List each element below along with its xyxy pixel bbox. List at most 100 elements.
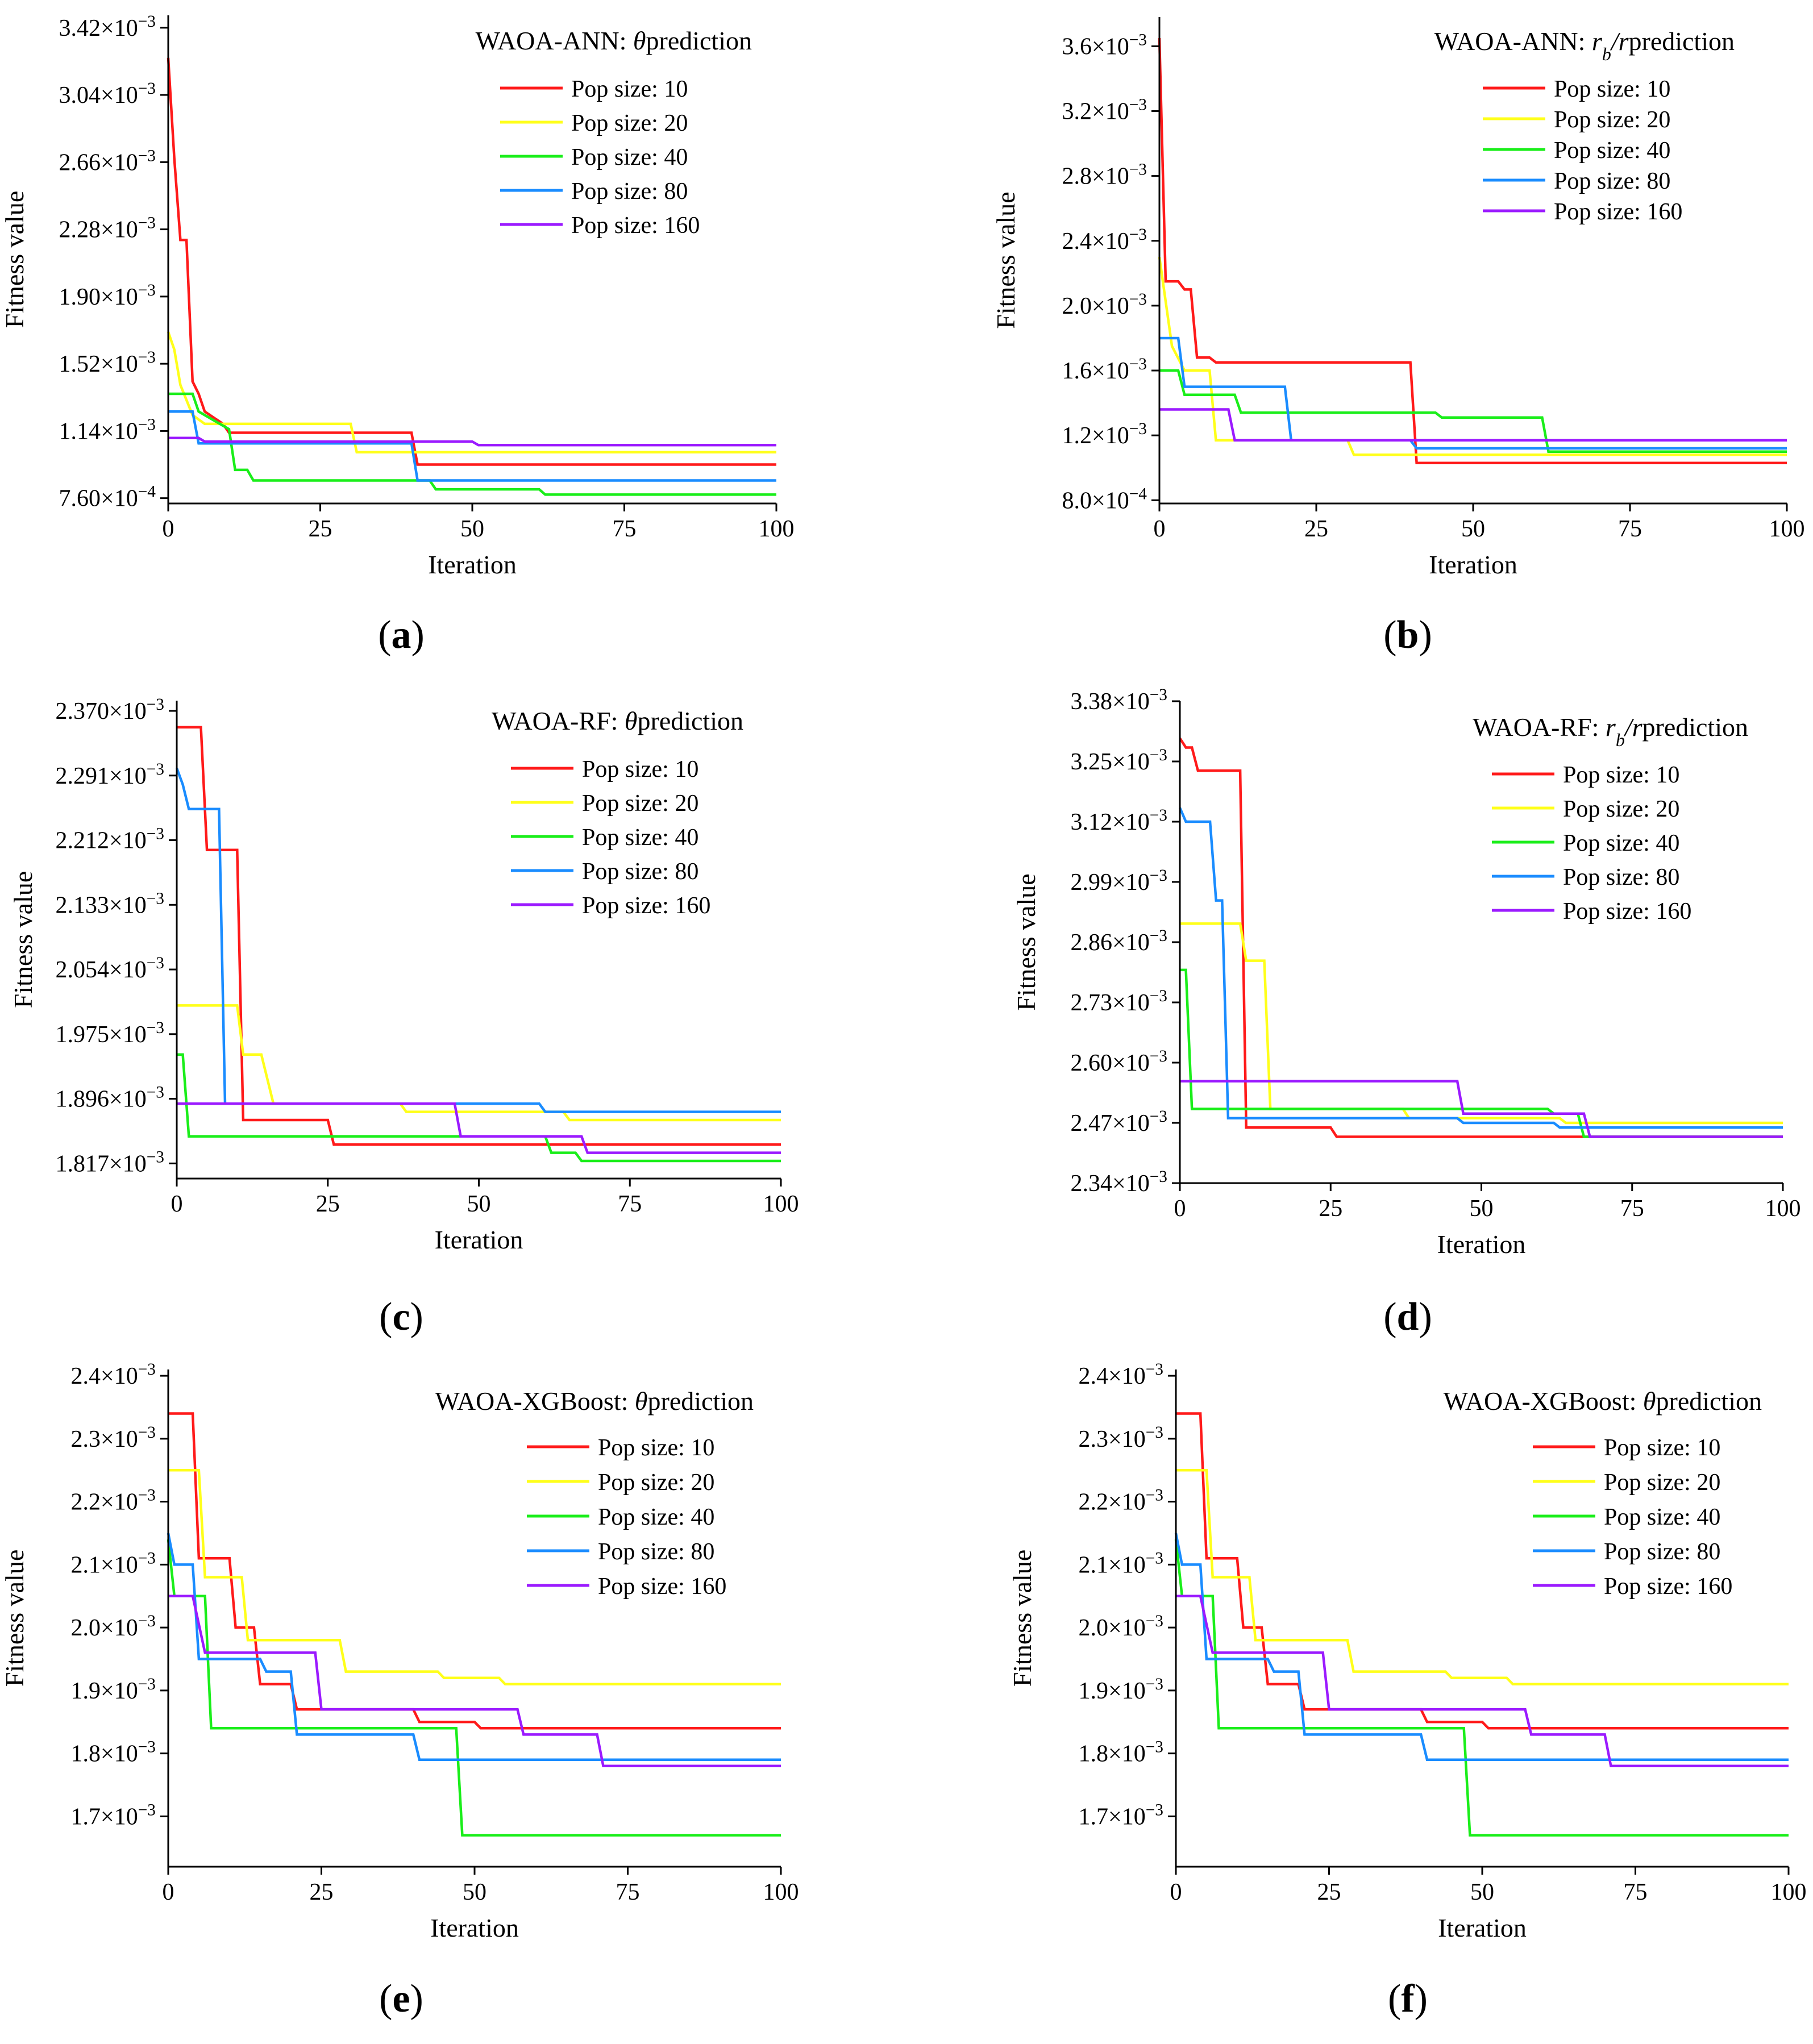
y-tick-label: 2.291×10−3 (56, 760, 164, 789)
legend-entry: Pop size: 40 (1554, 138, 1670, 164)
chart-panel-d: 0 25 50 75 100 2.34×10−3 2.47×10−3 2.60×10−3 2.7… (1012, 686, 1801, 1339)
x-tick-label: 75 (1618, 516, 1642, 542)
x-tick-label: 50 (1470, 1879, 1494, 1905)
series-line-40-panel-c (177, 1053, 781, 1163)
series-line-10-panel-c (177, 726, 781, 1146)
x-tick-label: 25 (1304, 516, 1328, 542)
x-tick-label: 25 (309, 516, 332, 542)
panel-caption: (e) (379, 1977, 423, 2021)
legend-entry: Pop size: 80 (582, 859, 698, 885)
legend-entry: Pop size: 160 (582, 893, 710, 919)
y-tick-label: 2.4×10−3 (71, 1360, 156, 1389)
series-line-40-panel-a (168, 392, 776, 496)
y-tick-label: 1.6×10−3 (1062, 355, 1147, 384)
legend-entry: Pop size: 40 (1604, 1504, 1720, 1530)
x-tick-label: 75 (1624, 1879, 1648, 1905)
series-line-160-panel-f (1176, 1595, 1789, 1768)
panel-caption: (b) (1383, 613, 1432, 657)
legend-entry: Pop size: 20 (1563, 796, 1679, 822)
y-axis-label: Fitness value (0, 191, 29, 328)
x-tick-label: 50 (460, 516, 484, 542)
x-tick-label: 100 (1771, 1879, 1807, 1905)
y-tick-label: 2.2×10−3 (1079, 1487, 1163, 1516)
y-tick-label: 2.054×10−3 (56, 954, 164, 983)
legend-entry: Pop size: 10 (598, 1435, 714, 1461)
y-tick-label: 1.7×10−3 (71, 1801, 156, 1830)
y-axis-label: Fitness value (991, 192, 1020, 328)
x-tick-label: 100 (1769, 516, 1805, 542)
x-tick-label: 100 (763, 1879, 799, 1905)
y-tick-label: 1.9×10−3 (1079, 1675, 1163, 1704)
series-line-160-panel-d (1180, 1080, 1783, 1138)
y-tick-label: 2.73×10−3 (1071, 987, 1167, 1016)
chart-panel-f: 0 25 50 75 100 1.7×10−3 1.8×10−3 1.9×10−3 2.0×10… (1008, 1360, 1807, 2021)
y-tick-label: 1.9×10−3 (71, 1675, 156, 1704)
legend-entry: Pop size: 20 (1604, 1469, 1720, 1496)
x-tick-label: 25 (316, 1191, 340, 1217)
series-line-40-panel-b (1159, 369, 1787, 453)
series-line-10-panel-d (1179, 737, 1783, 1138)
x-tick-label: 75 (1620, 1196, 1644, 1222)
y-tick-label: 2.8×10−3 (1062, 161, 1147, 190)
y-tick-label: 2.86×10−3 (1071, 927, 1167, 956)
legend-entry: Pop size: 20 (598, 1469, 714, 1496)
series-line-80-panel-b (1159, 336, 1787, 450)
legend-entry: Pop size: 10 (1554, 76, 1670, 102)
y-tick-label: 2.66×10−3 (59, 147, 156, 176)
series-line-80-panel-d (1178, 807, 1783, 1129)
legend-entry: Pop size: 80 (598, 1539, 714, 1565)
y-tick-label: 2.60×10−3 (1071, 1047, 1167, 1076)
y-axis-label: Fitness value (1008, 1550, 1037, 1687)
x-axis-label: Iteration (430, 1913, 519, 1942)
series-line-20-panel-b (1158, 256, 1787, 456)
series-line-160-panel-c (177, 1102, 781, 1154)
y-tick-label: 1.52×10−3 (59, 348, 156, 377)
panel-caption: (f) (1388, 1977, 1428, 2021)
y-tick-label: 1.896×10−3 (56, 1084, 164, 1113)
chart-title: WAOA-XGBoost: θprediction (1444, 1387, 1762, 1416)
x-axis-label: Iteration (1429, 550, 1517, 579)
panel-caption: (d) (1383, 1295, 1432, 1339)
y-tick-label: 1.8×10−3 (1079, 1738, 1163, 1767)
chart-title: WAOA-XGBoost: θprediction (435, 1387, 754, 1416)
y-tick-label: 1.975×10−3 (56, 1019, 164, 1048)
x-axis-label: Iteration (1437, 1230, 1526, 1259)
chart-title: WAOA-ANN: rb/rprediction (1434, 27, 1735, 64)
y-tick-label: 1.2×10−3 (1062, 420, 1147, 449)
chart-title: WAOA-RF: θprediction (492, 706, 743, 735)
x-tick-label: 100 (1765, 1196, 1801, 1222)
series-line-80-panel-c (175, 768, 781, 1113)
chart-panel-b: 0 25 50 75 100 8.0×10−4 1.2×10−3 1.6×10−3 2.0×10… (991, 17, 1805, 657)
y-tick-label: 2.0×10−3 (71, 1612, 156, 1641)
legend-entry: Pop size: 20 (571, 110, 688, 136)
y-tick-label: 2.47×10−3 (1071, 1108, 1167, 1137)
y-tick-label: 1.8×10−3 (71, 1738, 156, 1767)
legend-entry: Pop size: 80 (1604, 1539, 1720, 1565)
legend-entry: Pop size: 40 (582, 825, 698, 851)
y-axis-label: Fitness value (0, 1550, 29, 1687)
legend-entry: Pop size: 40 (1563, 830, 1679, 856)
series-line-20-panel-a (167, 331, 776, 453)
x-tick-label: 25 (1319, 1196, 1342, 1222)
x-tick-label: 0 (163, 516, 174, 542)
y-tick-label: 3.42×10−3 (59, 13, 156, 41)
series-line-20-panel-e (168, 1468, 781, 1686)
legend-entry: Pop size: 160 (1604, 1573, 1732, 1600)
y-tick-label: 7.60×10−4 (59, 483, 156, 512)
y-tick-label: 2.3×10−3 (1079, 1423, 1163, 1452)
y-tick-label: 2.2×10−3 (71, 1487, 156, 1516)
y-tick-label: 2.133×10−3 (56, 889, 164, 918)
series-line-80-panel-f (1174, 1533, 1789, 1761)
y-tick-label: 3.38×10−3 (1071, 686, 1167, 715)
y-axis-label: Fitness value (9, 871, 38, 1008)
chart-panel-e: 0 25 50 75 100 1.7×10−3 1.8×10−3 1.9×10−3 2.0×10… (0, 1360, 799, 2021)
x-tick-label: 0 (171, 1191, 183, 1217)
series-line-20-panel-d (1180, 922, 1783, 1125)
chart-title: WAOA-ANN: θprediction (476, 26, 752, 55)
x-tick-label: 0 (1174, 1196, 1186, 1222)
x-tick-label: 50 (1461, 516, 1485, 542)
legend-entry: Pop size: 160 (571, 213, 700, 239)
legend-entry: Pop size: 20 (582, 790, 698, 817)
y-tick-label: 2.370×10−3 (56, 696, 164, 725)
x-tick-label: 100 (763, 1191, 799, 1217)
